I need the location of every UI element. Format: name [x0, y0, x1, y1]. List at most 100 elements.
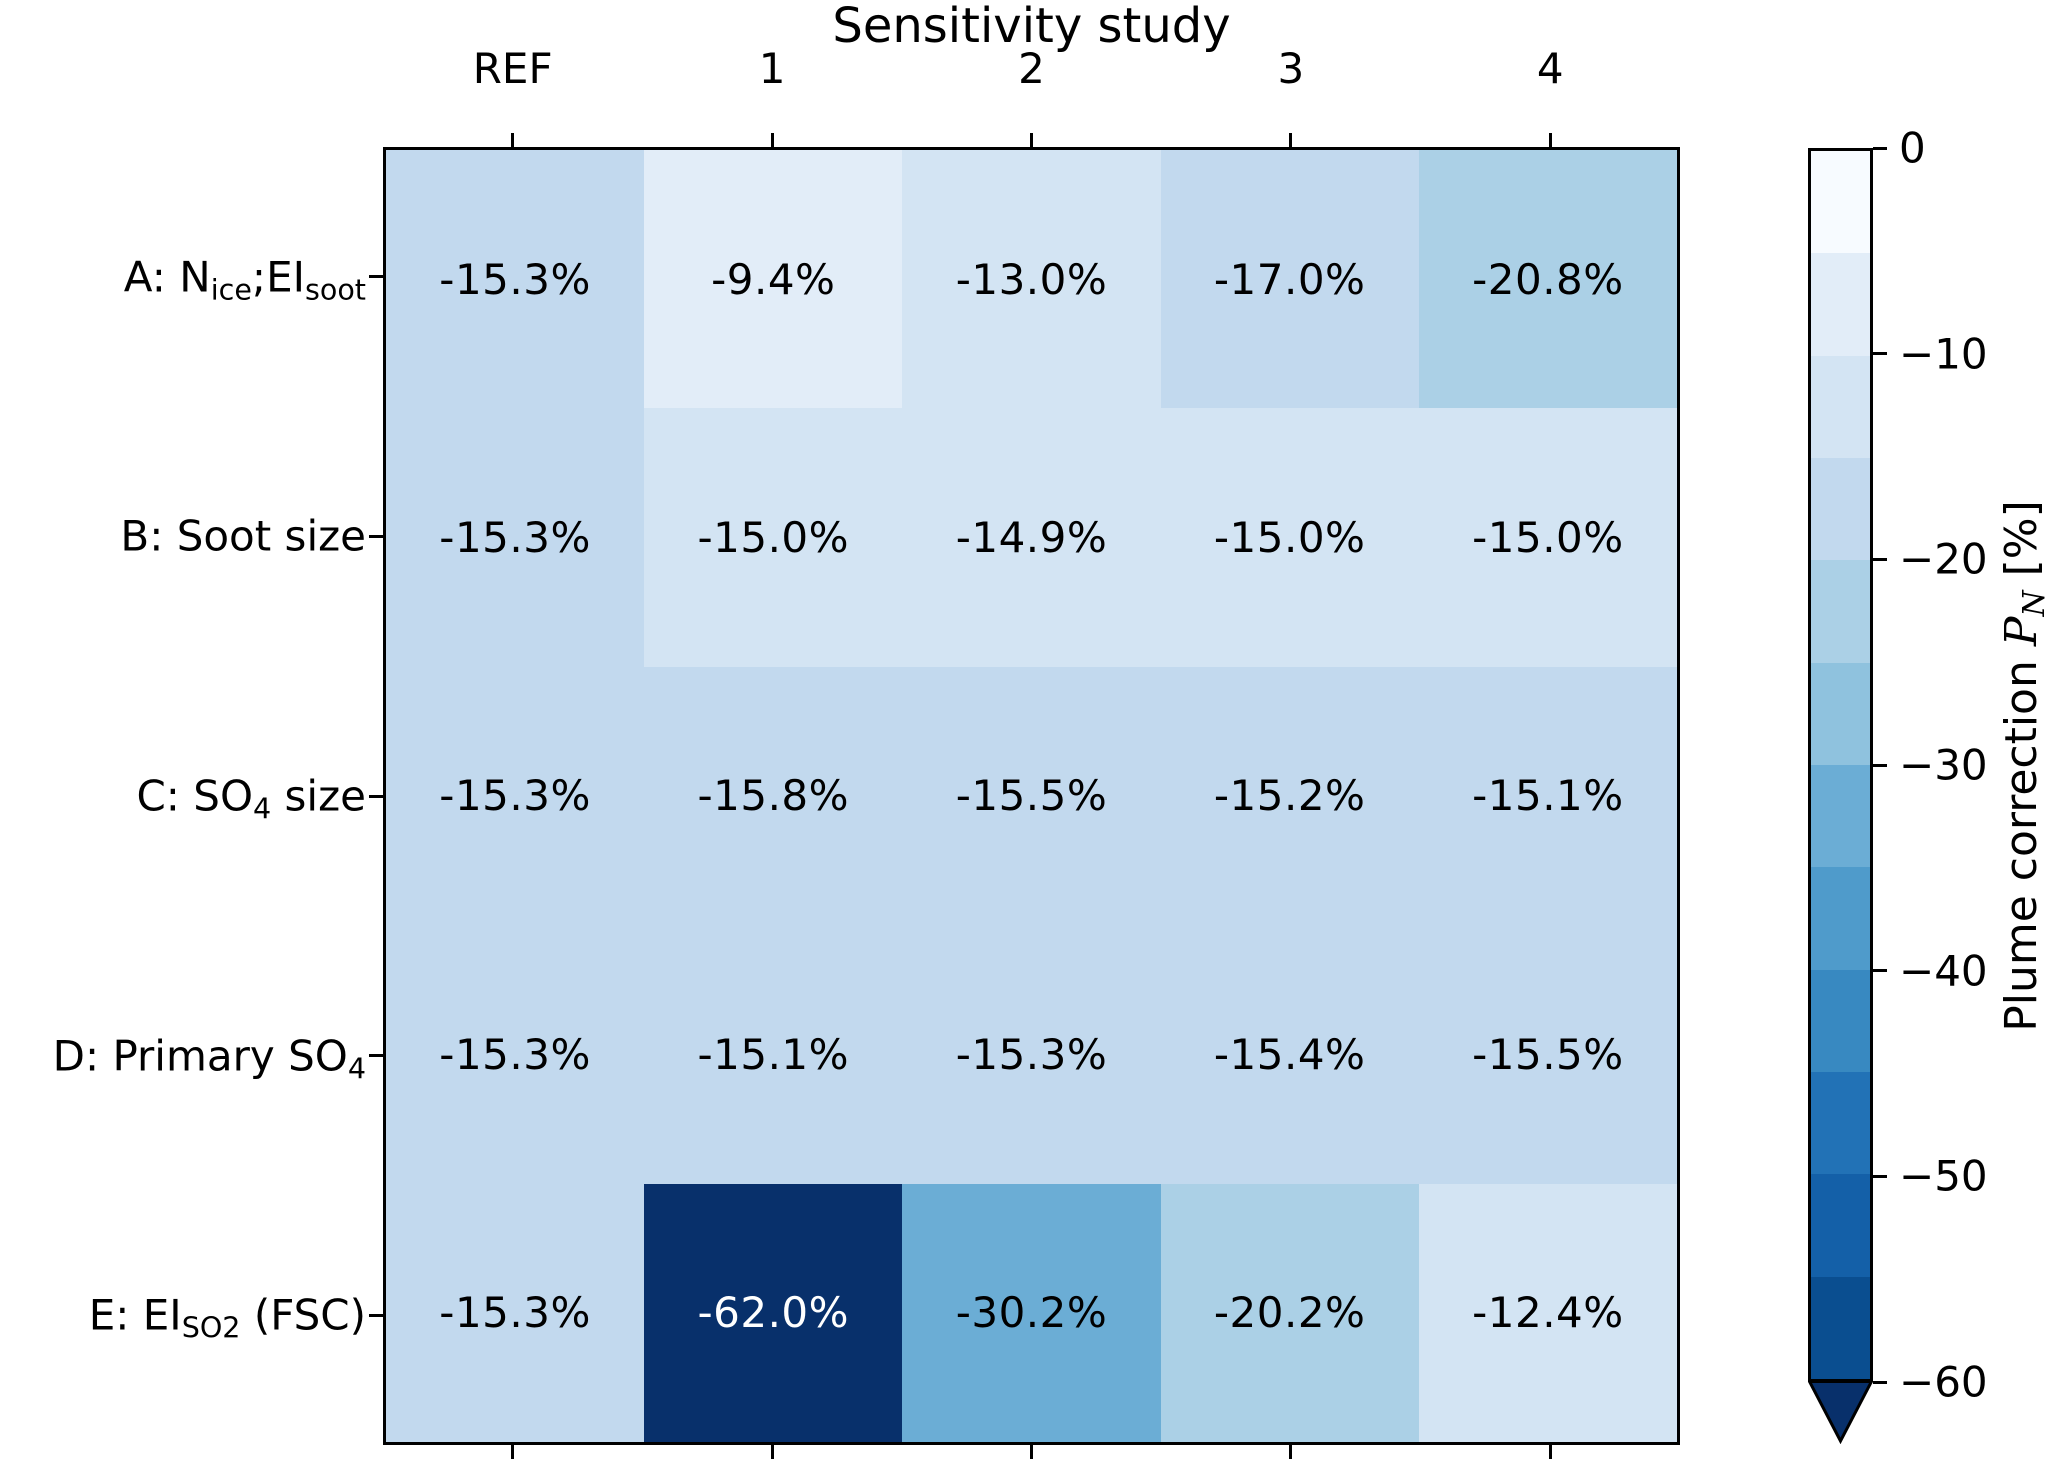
heatmap-cell-value: -20.2%: [1213, 1288, 1366, 1338]
colorbar-tick-label: −30: [1899, 740, 1988, 790]
heatmap-cell: -15.2%: [1160, 666, 1419, 926]
colorbar: [1808, 148, 1873, 1382]
x-tick-mark-top: [1030, 133, 1033, 147]
heatmap-cell-value: -15.8%: [697, 771, 850, 821]
x-tick-label: 1: [758, 44, 786, 93]
y-tick-label-text: size: [271, 771, 366, 821]
colorbar-segment: [1811, 1174, 1870, 1277]
heatmap-cell-value: -15.0%: [697, 513, 850, 563]
y-tick-label-subscript: ice: [210, 272, 252, 307]
colorbar-segment: [1811, 662, 1870, 765]
colorbar-segment: [1811, 867, 1870, 970]
heatmap-cell: -15.3%: [386, 666, 645, 926]
colorbar-tick-mark: [1873, 557, 1887, 561]
heatmap-cell: -15.5%: [1418, 925, 1677, 1184]
heatmap-cell-value: -15.1%: [697, 1029, 850, 1079]
heatmap-cell-value: -15.5%: [955, 771, 1108, 821]
y-tick-label-text: D: Primary SO: [52, 1031, 348, 1081]
x-tick-mark-top: [1289, 133, 1293, 147]
colorbar-segment: [1811, 1276, 1870, 1379]
colorbar-tick-label: −60: [1899, 1357, 1988, 1407]
y-tick-label: C: SO4 size: [136, 771, 366, 826]
colorbar-label-symbol: P: [1996, 616, 2047, 647]
colorbar-segment: [1811, 969, 1870, 1072]
heatmap-cell-value: -15.3%: [439, 1288, 591, 1338]
colorbar-tick-label: −50: [1899, 1151, 1988, 1201]
heatmap-cell-value: -15.3%: [955, 1029, 1108, 1079]
heatmap-cell: -15.1%: [644, 925, 903, 1184]
heatmap-cell: -15.1%: [1418, 666, 1677, 926]
y-tick-label-text: ;EI: [251, 252, 305, 302]
colorbar-tick-label: −40: [1899, 946, 1988, 996]
heatmap-cell: -15.3%: [386, 1183, 645, 1442]
colorbar-segment: [1811, 1071, 1870, 1175]
heatmap-cell: -15.3%: [902, 925, 1161, 1184]
heatmap-cell: -15.3%: [386, 925, 645, 1184]
y-tick-mark: [369, 534, 383, 538]
y-tick-label-text: E: EI: [88, 1290, 182, 1340]
y-tick-label: A: Nice;EIsoot: [123, 252, 366, 306]
x-tick-mark-bottom: [1289, 1445, 1293, 1459]
x-tick-label: 2: [1018, 44, 1045, 93]
heatmap-cell: -9.4%: [644, 150, 903, 409]
chart-title: Sensitivity study: [832, 0, 1231, 54]
y-tick-label: D: Primary SO4: [52, 1031, 366, 1085]
y-tick-label-text: A: N: [123, 252, 211, 302]
heatmap-cell: -15.4%: [1160, 925, 1419, 1184]
heatmap-cell: -12.4%: [1418, 1183, 1677, 1442]
colorbar-tick-label: −10: [1899, 329, 1988, 379]
heatmap-cell: -15.3%: [386, 408, 645, 667]
heatmap-cell: -13.0%: [902, 150, 1161, 409]
colorbar-segment: [1811, 560, 1870, 663]
y-tick-label-text: B: Soot size: [120, 511, 366, 561]
heatmap-cell: -20.2%: [1160, 1183, 1419, 1442]
x-tick-label: 3: [1277, 44, 1305, 93]
colorbar-tick-label: −20: [1899, 534, 1988, 584]
heatmap-cell-value: -15.0%: [1472, 513, 1624, 563]
y-tick-mark: [369, 794, 383, 798]
heatmap-cell: -15.3%: [386, 150, 645, 409]
colorbar-axis-label: Plume correction PN [%]: [1996, 371, 2052, 1161]
heatmap-cell-value: -30.2%: [955, 1288, 1108, 1338]
heatmap-cell-value: -15.4%: [1213, 1029, 1366, 1079]
colorbar-segment: [1811, 253, 1870, 356]
colorbar-label-text: Plume correction: [1996, 646, 2047, 1032]
x-tick-mark-bottom: [1548, 1445, 1552, 1459]
heatmap-cell: -15.0%: [1418, 408, 1677, 667]
heatmap-cell-value: -15.3%: [439, 513, 591, 563]
x-tick-mark-bottom: [1030, 1445, 1033, 1459]
heatmap-cell: -15.8%: [644, 666, 903, 926]
colorbar-tick-mark: [1873, 969, 1887, 973]
y-tick-mark: [369, 275, 383, 279]
y-tick-label-subscript: SO2: [181, 1310, 241, 1345]
heatmap-cell-value: -15.1%: [1472, 771, 1624, 821]
heatmap-cell-value: -15.3%: [439, 771, 591, 821]
heatmap-cell-value: -17.0%: [1213, 254, 1366, 304]
y-tick-label-subscript: soot: [305, 272, 366, 307]
heatmap-cell: -15.0%: [1160, 408, 1419, 667]
x-tick-label: 4: [1536, 44, 1564, 93]
heatmap-cell-value: -9.4%: [711, 254, 836, 304]
heatmap-cell-value: -62.0%: [697, 1288, 850, 1338]
x-tick-mark-top: [511, 133, 515, 147]
x-tick-mark-bottom: [511, 1445, 515, 1459]
x-tick-mark-bottom: [770, 1445, 774, 1459]
y-tick-label: E: EISO2 (FSC): [88, 1290, 366, 1345]
heatmap-cell: -14.9%: [902, 408, 1161, 667]
heatmap-cell: -30.2%: [902, 1183, 1161, 1442]
colorbar-segment: [1811, 457, 1870, 561]
colorbar-segment: [1811, 764, 1870, 868]
colorbar-tick-mark: [1873, 1174, 1887, 1178]
colorbar-tick-label: 0: [1899, 123, 1926, 173]
colorbar-tick-mark: [1873, 146, 1887, 150]
colorbar-segment: [1811, 355, 1870, 458]
heatmap-cell-value: -15.0%: [1213, 513, 1366, 563]
y-tick-mark: [369, 1054, 383, 1058]
heatmap-cell: -17.0%: [1160, 150, 1419, 409]
colorbar-label-units: [%]: [1996, 500, 2047, 591]
colorbar-tick-mark: [1873, 1380, 1887, 1384]
heatmap-cell: -15.0%: [644, 408, 903, 667]
colorbar-extend-arrow-icon: [1808, 1380, 1873, 1444]
heatmap-cell-value: -15.5%: [1472, 1029, 1624, 1079]
